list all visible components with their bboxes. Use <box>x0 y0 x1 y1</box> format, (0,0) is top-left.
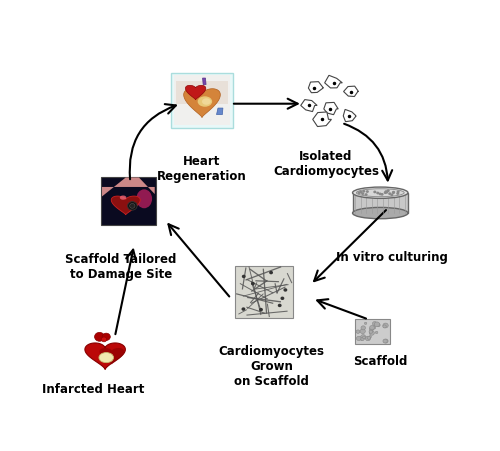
Circle shape <box>369 330 372 334</box>
Polygon shape <box>300 101 317 112</box>
Circle shape <box>372 326 376 329</box>
Circle shape <box>259 308 263 312</box>
Ellipse shape <box>202 99 210 106</box>
Text: Infarcted Heart: Infarcted Heart <box>42 382 144 395</box>
Circle shape <box>374 322 380 327</box>
Circle shape <box>384 191 388 193</box>
Polygon shape <box>344 110 356 122</box>
Bar <box>355 319 390 345</box>
Polygon shape <box>100 348 124 365</box>
Polygon shape <box>202 79 206 85</box>
Circle shape <box>392 192 395 194</box>
Text: Isolated
Cardiomyocytes: Isolated Cardiomyocytes <box>273 150 379 178</box>
Circle shape <box>369 336 372 338</box>
Circle shape <box>384 192 387 195</box>
Circle shape <box>384 339 388 343</box>
Polygon shape <box>102 178 154 197</box>
Polygon shape <box>85 343 126 370</box>
Circle shape <box>251 282 255 286</box>
Text: Scaffold: Scaffold <box>353 354 408 368</box>
Circle shape <box>385 191 388 194</box>
Ellipse shape <box>136 190 152 209</box>
Bar <box>235 266 293 318</box>
Circle shape <box>130 204 135 209</box>
Circle shape <box>392 191 395 194</box>
Text: In vitro culturing: In vitro culturing <box>336 250 448 263</box>
Circle shape <box>396 191 400 194</box>
Circle shape <box>284 289 288 292</box>
Polygon shape <box>112 197 140 215</box>
Circle shape <box>376 324 380 327</box>
Circle shape <box>360 191 362 194</box>
Polygon shape <box>186 86 206 101</box>
Circle shape <box>390 194 394 197</box>
Circle shape <box>370 328 374 331</box>
Circle shape <box>383 325 386 328</box>
Circle shape <box>380 193 384 196</box>
Circle shape <box>280 297 284 300</box>
Ellipse shape <box>356 189 404 197</box>
Ellipse shape <box>99 353 114 363</box>
Text: Heart
Regeneration: Heart Regeneration <box>157 155 247 183</box>
Bar <box>352 193 408 214</box>
Circle shape <box>376 192 380 195</box>
Circle shape <box>356 336 361 341</box>
Circle shape <box>361 326 366 330</box>
Circle shape <box>128 202 137 211</box>
Circle shape <box>360 338 363 341</box>
Bar <box>100 178 156 226</box>
Circle shape <box>360 329 366 334</box>
Circle shape <box>376 331 378 334</box>
Circle shape <box>386 190 390 193</box>
Polygon shape <box>312 113 332 127</box>
Circle shape <box>361 193 364 196</box>
Circle shape <box>364 322 367 325</box>
Circle shape <box>242 275 246 279</box>
Circle shape <box>366 191 369 193</box>
Circle shape <box>356 330 360 334</box>
Bar <box>176 82 228 105</box>
Circle shape <box>102 333 110 341</box>
Polygon shape <box>324 103 338 115</box>
Bar <box>174 76 230 126</box>
Circle shape <box>360 335 366 340</box>
Circle shape <box>396 193 400 195</box>
Polygon shape <box>184 89 220 118</box>
Ellipse shape <box>120 196 126 200</box>
Circle shape <box>94 333 104 341</box>
Circle shape <box>372 322 377 326</box>
Polygon shape <box>324 76 342 89</box>
Circle shape <box>358 192 360 195</box>
Circle shape <box>278 304 281 308</box>
Circle shape <box>370 326 374 330</box>
Ellipse shape <box>198 97 212 107</box>
Circle shape <box>364 194 368 197</box>
Circle shape <box>362 336 366 339</box>
Circle shape <box>366 336 370 341</box>
Circle shape <box>367 336 370 340</box>
Polygon shape <box>308 83 324 93</box>
Circle shape <box>378 193 382 196</box>
Circle shape <box>242 308 246 311</box>
Circle shape <box>370 331 374 336</box>
Circle shape <box>388 193 392 196</box>
Circle shape <box>269 271 273 275</box>
Bar <box>172 74 232 129</box>
Circle shape <box>374 191 376 194</box>
Circle shape <box>102 337 106 342</box>
Text: Scaffold Tailored
to Damage Site: Scaffold Tailored to Damage Site <box>65 252 176 280</box>
Text: Cardiomyocytes
Grown
on Scaffold: Cardiomyocytes Grown on Scaffold <box>219 344 325 387</box>
Polygon shape <box>216 109 223 115</box>
Circle shape <box>383 339 388 343</box>
Circle shape <box>383 323 388 328</box>
Circle shape <box>362 190 366 193</box>
Ellipse shape <box>352 188 408 199</box>
Circle shape <box>361 338 364 341</box>
Ellipse shape <box>352 208 408 219</box>
Polygon shape <box>344 87 358 97</box>
